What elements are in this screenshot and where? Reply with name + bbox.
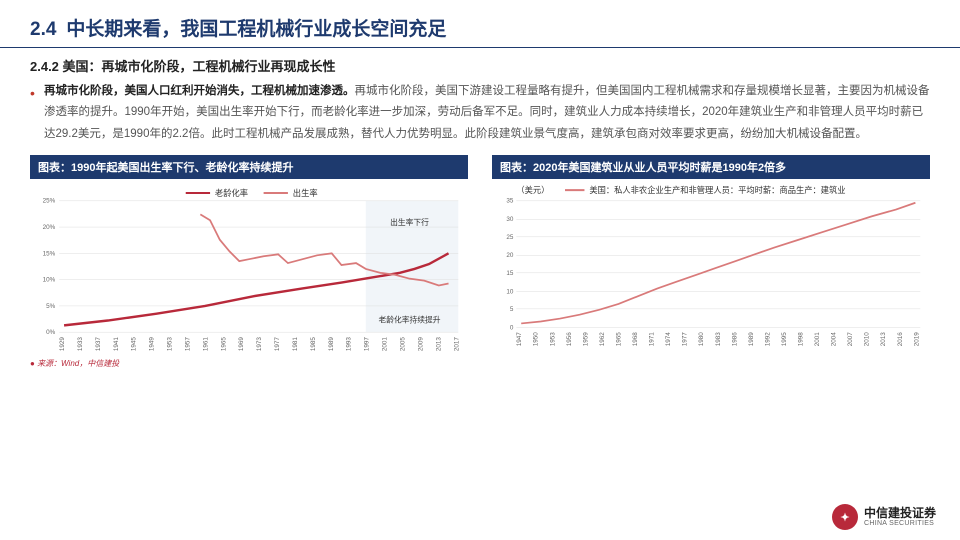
svg-text:5%: 5% (46, 303, 56, 310)
svg-text:1971: 1971 (649, 332, 656, 347)
svg-text:2013: 2013 (880, 332, 887, 347)
logo-en: CHINA SECURITIES (864, 520, 936, 528)
svg-text:35: 35 (506, 198, 514, 205)
svg-text:10: 10 (506, 288, 514, 295)
svg-text:1941: 1941 (113, 336, 120, 351)
svg-text:1965: 1965 (220, 336, 227, 351)
svg-text:2001: 2001 (814, 332, 821, 347)
svg-text:30: 30 (506, 216, 514, 223)
charts-container: 图表：1990年起美国出生率下行、老龄化率持续提升 0% 5% 10% 15% (0, 151, 960, 354)
svg-text:1965: 1965 (615, 332, 622, 347)
subtitle: 2.4.2 美国：再城市化阶段，工程机械行业再现成长性 (0, 48, 960, 79)
svg-text:1968: 1968 (632, 332, 639, 347)
svg-text:1993: 1993 (346, 336, 353, 351)
svg-text:20: 20 (506, 252, 514, 259)
svg-text:1947: 1947 (516, 332, 523, 347)
svg-text:1945: 1945 (131, 336, 138, 351)
svg-text:10%: 10% (43, 276, 56, 283)
svg-text:20%: 20% (43, 224, 56, 231)
chart-left: 图表：1990年起美国出生率下行、老龄化率持续提升 0% 5% 10% 15% (30, 155, 468, 354)
logo-icon: ✦ (832, 504, 858, 530)
chart1-y-labels: 0% 5% 10% 15% 20% 25% (43, 198, 56, 336)
svg-text:2013: 2013 (435, 336, 442, 351)
svg-text:1969: 1969 (238, 336, 245, 351)
svg-text:2001: 2001 (382, 336, 389, 351)
svg-text:1995: 1995 (781, 332, 788, 347)
svg-text:1953: 1953 (167, 336, 174, 351)
svg-text:2005: 2005 (400, 336, 407, 351)
svg-text:0%: 0% (46, 329, 56, 336)
svg-text:15: 15 (506, 270, 514, 277)
svg-text:1962: 1962 (599, 332, 606, 347)
svg-text:1957: 1957 (184, 336, 191, 351)
body-paragraph: 再城市化阶段，美国人口红利开始消失，工程机械加速渗透。再城市化阶段，美国下游建设… (0, 79, 960, 151)
svg-text:1937: 1937 (95, 336, 102, 351)
svg-text:25%: 25% (43, 198, 56, 205)
svg-text:1953: 1953 (549, 332, 556, 347)
svg-text:1933: 1933 (77, 336, 84, 351)
svg-text:2019: 2019 (913, 332, 920, 347)
chart2-unit: （美元） (516, 185, 549, 195)
svg-text:1980: 1980 (698, 332, 705, 347)
svg-text:2016: 2016 (897, 332, 904, 347)
svg-text:1977: 1977 (274, 336, 281, 351)
svg-text:1997: 1997 (364, 336, 371, 351)
source-text: ● 来源：Wind，中信建投 (0, 354, 960, 373)
svg-text:1974: 1974 (665, 332, 672, 347)
svg-text:2017: 2017 (453, 336, 460, 351)
anno-birth-down: 出生率下行 (390, 217, 429, 227)
svg-text:1949: 1949 (149, 336, 156, 351)
slide-header: 2.4 中长期来看，我国工程机械行业成长空间充足 (0, 0, 960, 48)
chart2-y-labels: 0 5 10 15 20 25 30 35 (506, 198, 514, 332)
title-text: 中长期来看，我国工程机械行业成长空间充足 (66, 19, 446, 40)
svg-text:1956: 1956 (566, 332, 573, 347)
chart2-title: 图表：2020年美国建筑业从业人员平均时薪是1990年2倍多 (492, 155, 930, 179)
svg-text:1929: 1929 (59, 336, 66, 351)
svg-text:1973: 1973 (256, 336, 263, 351)
wage-line (521, 203, 915, 324)
anno-aging-up: 老龄化率持续提升 (378, 314, 440, 324)
svg-text:25: 25 (506, 234, 514, 241)
chart2-legend: 美国：私人非农企业生产和非管理人员：平均时薪：商品生产：建筑业 (589, 185, 845, 195)
svg-text:1986: 1986 (731, 332, 738, 347)
svg-text:1989: 1989 (748, 332, 755, 347)
svg-text:1985: 1985 (310, 336, 317, 351)
footer-logo: ✦ 中信建投证券 CHINA SECURITIES (832, 504, 936, 530)
svg-text:2010: 2010 (864, 332, 871, 347)
chart2-x-labels: 1947 1950 1953 1956 1959 1962 1965 1968 1971 1974… (516, 332, 920, 347)
chart2-area: 0 5 10 15 20 25 30 35 194719501953195619… (492, 179, 930, 354)
svg-text:1998: 1998 (797, 332, 804, 347)
svg-text:1977: 1977 (682, 332, 689, 347)
chart1-area: 0% 5% 10% 15% 20% 25% 192919331937194119… (30, 179, 468, 354)
svg-text:0: 0 (510, 324, 514, 331)
svg-text:出生率: 出生率 (293, 188, 318, 198)
svg-text:5: 5 (510, 306, 514, 313)
svg-text:15%: 15% (43, 250, 56, 257)
svg-text:1992: 1992 (764, 332, 771, 347)
logo-cn: 中信建投证券 (864, 507, 936, 520)
svg-text:1981: 1981 (292, 336, 299, 351)
svg-text:1961: 1961 (202, 336, 209, 351)
svg-text:2007: 2007 (847, 332, 854, 347)
chart1-x-labels: 1929 1933 1937 1941 1945 1949 1953 1957 1961 1965… (59, 336, 460, 351)
svg-text:老龄化率: 老龄化率 (215, 188, 248, 198)
chart1-legend: 老龄化率 出生率 (186, 188, 318, 198)
svg-text:1959: 1959 (582, 332, 589, 347)
svg-text:1989: 1989 (328, 336, 335, 351)
lead-sentence: 再城市化阶段，美国人口红利开始消失，工程机械加速渗透。 (44, 85, 355, 97)
svg-text:2009: 2009 (417, 336, 424, 351)
svg-text:1983: 1983 (715, 332, 722, 347)
svg-text:1950: 1950 (533, 332, 540, 347)
svg-text:2004: 2004 (831, 332, 838, 347)
chart-right: 图表：2020年美国建筑业从业人员平均时薪是1990年2倍多 0 5 10 (492, 155, 930, 354)
chart1-title: 图表：1990年起美国出生率下行、老龄化率持续提升 (30, 155, 468, 179)
page-title: 2.4 中长期来看，我国工程机械行业成长空间充足 (30, 14, 930, 41)
section-number: 2.4 (30, 19, 56, 40)
